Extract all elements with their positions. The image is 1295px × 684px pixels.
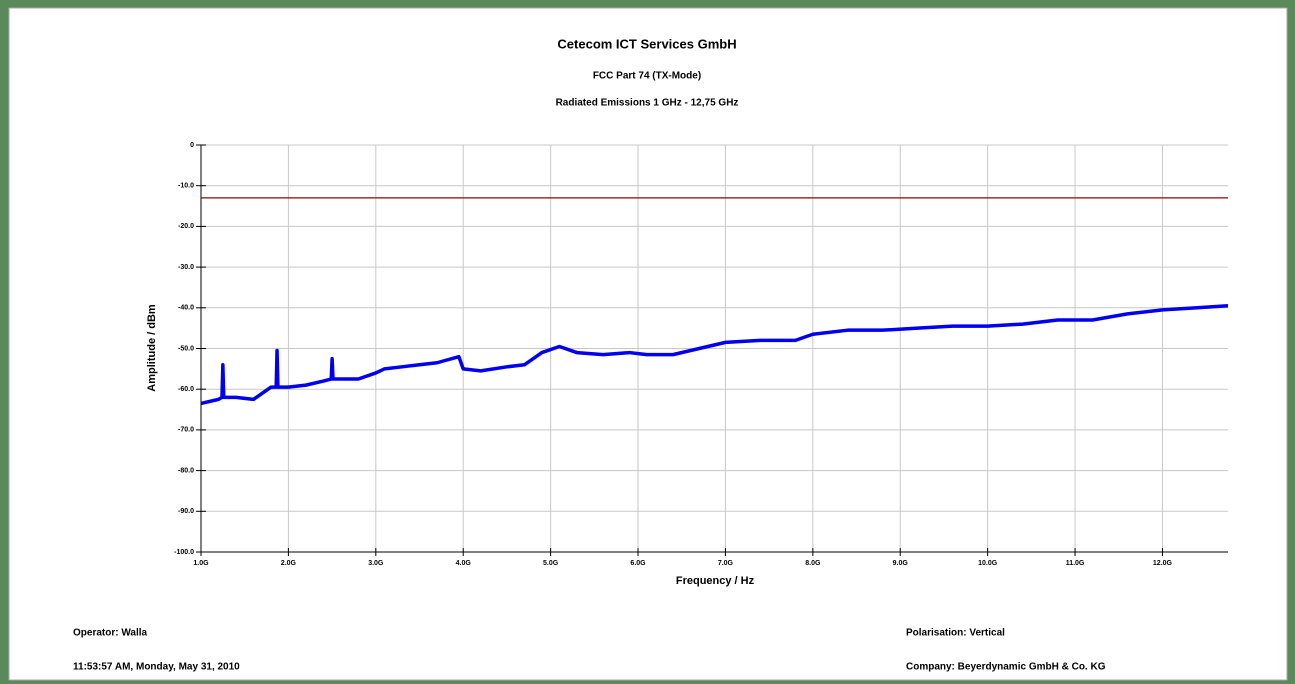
y-tick-label: -50.0 (178, 345, 194, 352)
x-tick-label: 3.0G (368, 560, 384, 567)
x-axis-label: Frequency / Hz (676, 575, 755, 587)
y-tick-label: -60.0 (178, 386, 194, 393)
polarisation: Polarisation: Vertical (906, 628, 1005, 639)
company: Company: Beyerdynamic GmbH & Co. KG (906, 662, 1106, 673)
y-tick-label: -20.0 (178, 223, 194, 230)
y-tick-label: -100.0 (174, 549, 194, 556)
y-tick-label: -90.0 (178, 508, 194, 515)
trace (200, 304, 1229, 406)
y-tick-label: -30.0 (178, 264, 194, 271)
x-tick-label: 12.0G (1153, 560, 1173, 567)
x-tick-label: 7.0G (718, 560, 734, 567)
x-tick-label: 2.0G (281, 560, 297, 567)
x-tick-label: 8.0G (805, 560, 821, 567)
timestamp: 11:53:57 AM, Monday, May 31, 2010 (73, 662, 240, 673)
y-tick-label: 0 (190, 142, 194, 149)
x-tick-label: 4.0G (456, 560, 472, 567)
operator: Operator: Walla (73, 628, 148, 639)
x-tick-label: 6.0G (630, 560, 646, 567)
x-tick-label: 1.0G (193, 560, 209, 567)
y-tick-label: -80.0 (178, 467, 194, 474)
y-tick-label: -70.0 (178, 427, 194, 434)
x-tick-label: 5.0G (543, 560, 559, 567)
chart-subtitle: FCC Part 74 (TX-Mode) (593, 71, 701, 82)
x-tick-label: 11.0G (1066, 560, 1085, 567)
x-tick-label: 9.0G (893, 560, 909, 567)
x-tick-label: 10.0G (978, 560, 998, 567)
y-tick-label: -10.0 (178, 183, 194, 190)
chart-title: Cetecom ICT Services GmbH (557, 36, 736, 51)
chart-subtitle: Radiated Emissions 1 GHz - 12,75 GHz (556, 98, 739, 109)
y-tick-label: -40.0 (178, 305, 194, 312)
panel (8, 7, 1288, 681)
y-axis-label: Amplitude / dBm (146, 304, 158, 392)
